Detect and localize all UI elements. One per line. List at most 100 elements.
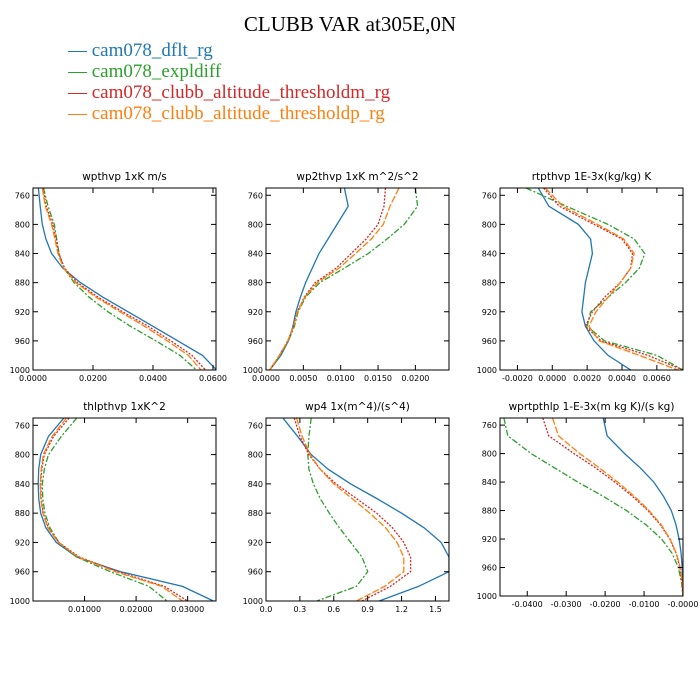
legend-entry-thresholdp: — cam078_clubb_altitude_thresholdp_rg (68, 103, 385, 124)
x-tick-label: 0.0000 (538, 374, 566, 383)
x-tick-label: 0.0000 (252, 374, 280, 383)
x-tick-label: 0.0040 (608, 374, 636, 383)
x-tick-label: -0.0020 (502, 374, 533, 383)
x-tick-label: 0.6 (327, 605, 340, 614)
legend-entry-expldiff: — cam078_expldiff (68, 61, 222, 82)
y-tick-label: 920 (15, 308, 30, 317)
y-tick-label: 920 (248, 538, 263, 547)
y-tick-label: 960 (248, 337, 263, 346)
panel-6: wprtpthlp 1-E-3x(m kg K)/(s kg) 760 800 840… (477, 401, 699, 609)
y-tick-label: 960 (15, 568, 30, 577)
plot-frame (265, 187, 450, 371)
y-tick-label: 840 (248, 480, 263, 489)
legend-label: cam078_expldiff (91, 61, 222, 82)
y-tick-label: 960 (248, 568, 263, 577)
x-tick-label: 0.03000 (171, 605, 204, 614)
series-line (269, 188, 387, 370)
y-tick-label: 920 (248, 308, 263, 317)
x-tick-label: -0.0200 (590, 600, 621, 609)
x-tick-label: 0.3 (294, 605, 307, 614)
series-line (269, 188, 419, 370)
panel-5: wp4 1x(m^4)/(s^4)76080084088092096010000… (243, 401, 450, 614)
series-line (42, 188, 206, 370)
y-tick-label: 880 (482, 279, 497, 288)
y-tick-label: 800 (482, 450, 497, 459)
plot-frame (499, 187, 684, 371)
panel-4: thlpthvp 1xK^2 760 800 840 880 920 960 1000 0.01… (10, 401, 217, 614)
x-tick-label: 0.9 (361, 605, 374, 614)
x-tick-label: 0.01000 (68, 605, 101, 614)
y-tick-label: 960 (482, 337, 497, 346)
series-line (537, 188, 632, 370)
plot-frame (32, 187, 217, 371)
y-tick-label: 960 (482, 564, 497, 573)
y-tick-label: 840 (482, 250, 497, 259)
x-tick-label: 1.2 (395, 605, 408, 614)
y-tick-label: 800 (248, 220, 263, 229)
x-tick-label: 0.0 (260, 605, 273, 614)
y-tick-label: 840 (248, 250, 263, 259)
y-tick-label: 1000 (10, 597, 30, 606)
x-tick-label: 0.0020 (573, 374, 601, 383)
series-line (544, 188, 679, 370)
series-line (307, 418, 369, 601)
x-tick-label: 0.0600 (199, 374, 227, 383)
x-tick-label: 0.0200 (79, 374, 107, 383)
y-tick-label: 840 (15, 250, 30, 259)
x-tick-label: 1.5 (429, 605, 442, 614)
series-line (542, 418, 683, 596)
y-tick-label: 840 (482, 478, 497, 487)
legend-label: cam078_clubb_altitude_thresholdp_rg (91, 103, 385, 124)
figure-title: CLUBB VAR at305E,0N (243, 12, 457, 36)
y-tick-label: 760 (15, 421, 30, 430)
legend-entry-thresholdm: — cam078_clubb_altitude_thresholdm_rg (68, 82, 391, 103)
series-line (41, 418, 168, 601)
y-tick-label: 760 (482, 421, 497, 430)
panel-title: wp2thvp 1xK m^2/s^2 (296, 171, 418, 183)
x-tick-label: 0.0100 (327, 374, 355, 383)
legend-entry-dflt: — cam078_dflt_rg (68, 40, 213, 61)
y-tick-label: 1000 (10, 366, 30, 375)
x-tick-label: -0.0000 (668, 600, 699, 609)
y-tick-label: 880 (248, 279, 263, 288)
y-tick-label: 760 (248, 421, 263, 430)
y-tick-label: 960 (15, 337, 30, 346)
series-line (269, 188, 400, 370)
x-tick-label: 0.0200 (401, 374, 429, 383)
series-line (525, 188, 683, 370)
y-tick-label: 1000 (477, 366, 497, 375)
x-tick-label: -0.0300 (551, 600, 582, 609)
panel-1: wpthvp 1xK m/s 760 800 840 880 920 960 10000.00… (10, 171, 227, 383)
plot-frame (32, 417, 217, 602)
x-tick-label: -0.0100 (629, 600, 660, 609)
panel-title: thlpthvp 1xK^2 (83, 401, 166, 413)
panel-3: rtpthvp 1E-3x(kg/kg) K 760 800 840 880 920 960… (477, 171, 684, 383)
series-line (551, 418, 683, 596)
series-line (42, 188, 197, 370)
series-line (41, 188, 202, 370)
x-tick-label: 0.0060 (643, 374, 671, 383)
y-tick-label: 800 (15, 451, 30, 460)
series-line (282, 418, 449, 601)
panel-title: wp4 1x(m^4)/(s^4) (305, 401, 410, 413)
y-tick-label: 880 (15, 509, 30, 518)
y-tick-label: 880 (15, 279, 30, 288)
y-tick-label: 760 (15, 191, 30, 200)
y-tick-label: 1000 (243, 597, 263, 606)
series-line (602, 418, 683, 596)
series-line (293, 418, 412, 601)
plot-frame (499, 417, 684, 597)
y-tick-label: 920 (15, 538, 30, 547)
panel-title: wpthvp 1xK m/s (82, 171, 167, 183)
x-tick-label: 0.0150 (364, 374, 392, 383)
y-tick-label: 840 (15, 480, 30, 489)
y-tick-label: 920 (482, 308, 497, 317)
series-line (295, 418, 405, 601)
panel-title: wprtpthlp 1-E-3x(m kg K)/(s kg) (509, 401, 675, 413)
y-tick-label: 800 (482, 220, 497, 229)
legend-label: cam078_dflt_rg (91, 40, 213, 61)
x-tick-label: -0.0400 (512, 600, 543, 609)
legend-label: cam078_clubb_altitude_thresholdm_rg (91, 82, 391, 103)
y-tick-label: 920 (482, 535, 497, 544)
series-line (269, 188, 349, 370)
